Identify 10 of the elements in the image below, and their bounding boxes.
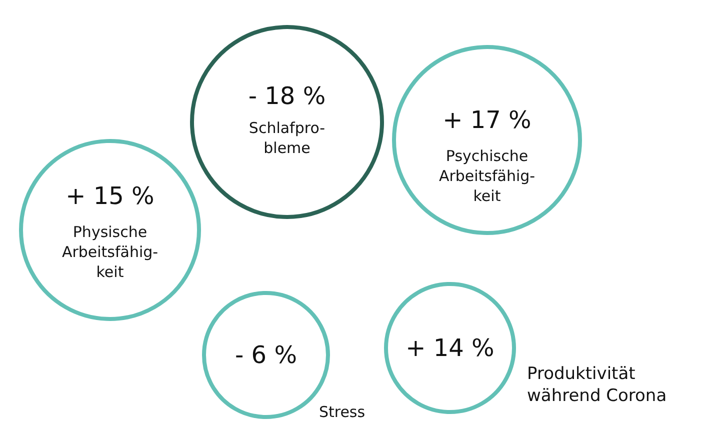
- category-label: Physische Arbeitsfähig- keit: [62, 223, 158, 281]
- data-label: + 15 %: [66, 182, 154, 210]
- category-label: Schlafpro- bleme: [248, 119, 326, 157]
- data-label: - 6 %: [235, 341, 297, 369]
- data-label: + 17 %: [442, 106, 532, 134]
- category-label: Stress: [318, 403, 366, 421]
- data-label: - 18 %: [248, 82, 326, 110]
- data-label: + 14 %: [406, 334, 494, 362]
- category-label: Produktivität während Corona: [527, 364, 667, 406]
- category-label: Psychische Arbeitsfähig- keit: [438, 147, 536, 205]
